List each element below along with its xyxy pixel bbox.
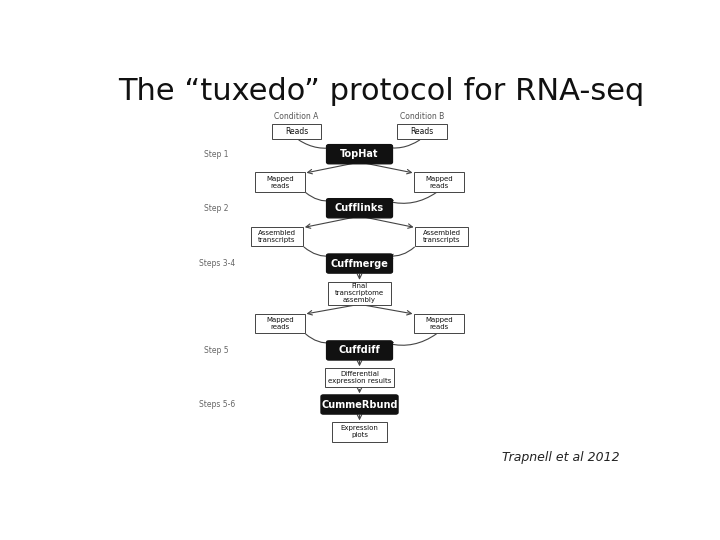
FancyBboxPatch shape <box>255 172 305 192</box>
FancyBboxPatch shape <box>327 341 392 360</box>
FancyBboxPatch shape <box>328 282 392 305</box>
Text: Mapped
reads: Mapped reads <box>266 176 294 188</box>
Text: Expression
plots: Expression plots <box>341 426 379 438</box>
Text: Reads: Reads <box>285 127 308 136</box>
Text: Reads: Reads <box>410 127 433 136</box>
FancyBboxPatch shape <box>255 314 305 333</box>
FancyBboxPatch shape <box>251 227 303 246</box>
FancyBboxPatch shape <box>415 227 468 246</box>
Text: Trapnell et al 2012: Trapnell et al 2012 <box>503 451 620 464</box>
Text: Mapped
reads: Mapped reads <box>425 317 453 330</box>
FancyBboxPatch shape <box>271 124 321 139</box>
FancyBboxPatch shape <box>327 199 392 218</box>
FancyBboxPatch shape <box>397 124 447 139</box>
Text: Condition B: Condition B <box>400 112 444 122</box>
FancyBboxPatch shape <box>325 368 394 388</box>
Text: Mapped
reads: Mapped reads <box>425 176 453 188</box>
Text: Differential
expression results: Differential expression results <box>328 372 391 384</box>
Text: Steps 3-4: Steps 3-4 <box>199 259 235 268</box>
FancyBboxPatch shape <box>332 422 387 442</box>
FancyBboxPatch shape <box>327 254 392 273</box>
Text: Cuffmerge: Cuffmerge <box>330 259 389 268</box>
Text: Condition A: Condition A <box>274 112 319 122</box>
Text: Step 1: Step 1 <box>204 150 229 159</box>
Text: Assembled
transcripts: Assembled transcripts <box>258 230 296 243</box>
FancyBboxPatch shape <box>321 395 398 414</box>
FancyBboxPatch shape <box>327 145 392 164</box>
Text: Mapped
reads: Mapped reads <box>266 317 294 330</box>
FancyBboxPatch shape <box>414 172 464 192</box>
Text: Step 5: Step 5 <box>204 346 229 355</box>
Text: Step 2: Step 2 <box>204 204 229 213</box>
Text: CummeRbund: CummeRbund <box>321 400 397 409</box>
Text: TopHat: TopHat <box>341 149 379 159</box>
Text: The “tuxedo” protocol for RNA-seq: The “tuxedo” protocol for RNA-seq <box>118 77 644 106</box>
Text: Final
transcriptome
assembly: Final transcriptome assembly <box>335 284 384 303</box>
Text: Cufflinks: Cufflinks <box>335 203 384 213</box>
Text: Assembled
transcripts: Assembled transcripts <box>423 230 461 243</box>
Text: Steps 5-6: Steps 5-6 <box>199 400 235 409</box>
FancyBboxPatch shape <box>414 314 464 333</box>
Text: Cuffdiff: Cuffdiff <box>338 346 380 355</box>
